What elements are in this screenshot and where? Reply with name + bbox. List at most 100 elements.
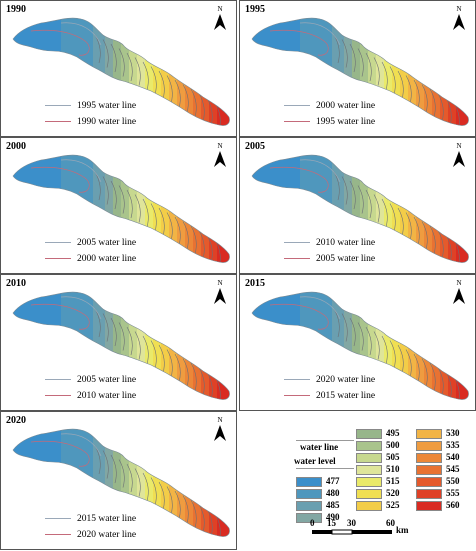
- panel-year-title: 2015: [245, 278, 265, 289]
- contour-line: [126, 326, 133, 356]
- map-panel-2015: 2015 N 2020 water line 2015 water line: [239, 274, 476, 411]
- contour-line: [429, 362, 436, 392]
- water-line-b: [269, 29, 329, 56]
- water-line-b: [30, 29, 90, 56]
- contour-line: [118, 322, 125, 351]
- contour-line: [134, 194, 141, 223]
- map-panel-1990: 1990 N 1995 water line 1990 water line: [0, 0, 237, 137]
- scale-unit: km: [396, 525, 409, 535]
- contour-line: [190, 88, 197, 118]
- legend-value-520: 520: [386, 488, 400, 498]
- legend-line-a: 1995 water line: [45, 101, 136, 111]
- map-panel-2000: 2000 N 2005 water line 2000 water line: [0, 137, 237, 274]
- north-arrow-icon: [214, 14, 226, 30]
- water-line-a: [60, 296, 102, 320]
- legend-value-535: 535: [446, 440, 460, 450]
- contour-line: [357, 322, 364, 351]
- legend-swatch-525: [356, 501, 382, 511]
- contour-line: [126, 463, 133, 493]
- legend-value-550: 550: [446, 476, 460, 486]
- legend-swatch-540: [416, 453, 442, 463]
- contour-line: [413, 216, 420, 246]
- contour-line: [118, 459, 125, 488]
- contour-line: [357, 185, 364, 214]
- contour-line: [437, 230, 444, 259]
- contour-line: [389, 66, 396, 95]
- legend-value-500: 500: [386, 440, 400, 450]
- contour-line: [110, 317, 117, 347]
- contour-line: [110, 43, 117, 73]
- contour-line: [381, 198, 388, 228]
- contour-line: [413, 79, 420, 109]
- line-b-label: 1995 water line: [316, 117, 376, 127]
- line-b-label: 2015 water line: [316, 391, 376, 401]
- legend-value-495: 495: [386, 428, 400, 438]
- contour-line: [166, 349, 173, 378]
- contour-line: [198, 504, 205, 533]
- contour-line: [349, 180, 356, 210]
- water-line-a: [60, 159, 102, 183]
- north-label: N: [217, 416, 223, 424]
- scale-bar-graphic: [312, 529, 392, 535]
- legend-swatch-545: [416, 465, 442, 475]
- north-arrow-icon: [453, 151, 465, 167]
- line-b-swatch: [45, 534, 71, 536]
- lake-map: [12, 428, 230, 537]
- legend-value-530: 530: [446, 428, 460, 438]
- north-arrow: N: [451, 142, 467, 168]
- legend-swatch-530: [416, 429, 442, 439]
- legend-line-b: 1990 water line: [45, 117, 136, 127]
- legend-line-a: 2020 water line: [284, 375, 375, 385]
- north-arrow: N: [451, 5, 467, 31]
- contour-line: [389, 340, 396, 369]
- line-a-label: 1995 water line: [77, 101, 137, 111]
- legend-swatch-510: [356, 465, 382, 475]
- contour-line: [405, 349, 412, 378]
- contour-line: [134, 57, 141, 86]
- contour-line: [174, 353, 181, 383]
- legend-swatch-505: [356, 453, 382, 463]
- lake-map: [251, 291, 469, 400]
- contour-line: [182, 84, 189, 113]
- north-label: N: [456, 142, 462, 150]
- contour-line: [421, 84, 428, 113]
- line-b-swatch: [45, 395, 71, 397]
- contour-line: [150, 66, 157, 95]
- contour-line: [158, 207, 165, 237]
- line-b-swatch: [284, 258, 310, 260]
- contour-line: [349, 317, 356, 347]
- water-level-legend: water line water level 477 480 485 490 495 50…: [294, 428, 470, 523]
- line-a-swatch: [45, 379, 71, 381]
- map-panel-2010: 2010 N 2005 water line 2010 water line: [0, 274, 237, 411]
- map-panel-2020: 2020 N 2015 water line 2020 water line: [0, 411, 237, 550]
- contour-line: [182, 221, 189, 250]
- legend-line-a: 2015 water line: [45, 514, 136, 524]
- contour-line: [349, 43, 356, 73]
- contour-line: [126, 189, 133, 219]
- legend-swatch-485: [296, 501, 322, 511]
- lake-shoreline: [251, 17, 469, 126]
- legend-swatch-495: [356, 429, 382, 439]
- contour-line: [102, 313, 109, 342]
- lake-shoreline: [12, 428, 230, 537]
- north-arrow-icon: [214, 288, 226, 304]
- contour-line: [174, 79, 181, 109]
- contour-line: [421, 358, 428, 387]
- scale-tick-0: 0: [310, 518, 315, 528]
- contour-line: [102, 450, 109, 479]
- contour-line: [341, 313, 348, 342]
- panel-year-title: 2000: [6, 141, 26, 152]
- lake-shoreline: [251, 154, 469, 263]
- line-a-swatch: [45, 242, 71, 244]
- panel-year-title: 2005: [245, 141, 265, 152]
- line-a-label: 2005 water line: [77, 375, 137, 385]
- contour-line: [190, 362, 197, 392]
- water-line-a: [299, 159, 341, 183]
- contour-line: [198, 367, 205, 396]
- north-arrow: N: [212, 279, 228, 305]
- legend-swatch-477: [296, 477, 322, 487]
- scale-tick-30: 30: [347, 518, 356, 528]
- legend-value-525: 525: [386, 500, 400, 510]
- legend-line-b: 1995 water line: [284, 117, 375, 127]
- north-arrow-icon: [453, 288, 465, 304]
